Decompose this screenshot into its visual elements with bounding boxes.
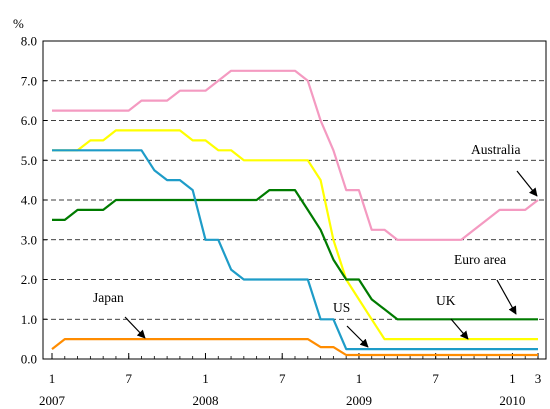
x-tick-label: 7 bbox=[432, 371, 439, 386]
series-lines bbox=[51, 69, 539, 357]
axes bbox=[42, 40, 547, 360]
series-line-us bbox=[52, 149, 538, 351]
y-tick-label: 7.0 bbox=[21, 73, 37, 88]
annotation-us: US bbox=[333, 300, 350, 315]
y-tick-label: 6.0 bbox=[21, 113, 37, 128]
annotation-arrow-uk bbox=[450, 318, 469, 340]
y-tick-label: 4.0 bbox=[21, 193, 37, 208]
year-label: 2008 bbox=[192, 393, 218, 408]
y-tick-label: 3.0 bbox=[21, 232, 37, 247]
x-tick-label: 7 bbox=[125, 371, 132, 386]
x-tick-label: 1 bbox=[356, 371, 363, 386]
annotations: Australia Euro area UK US Japan bbox=[93, 142, 538, 348]
tick-labels: 0.01.02.03.04.05.06.07.08.0%1 7 1 7 1 7 1 32007… bbox=[13, 16, 541, 408]
series-line-japan bbox=[51, 338, 538, 357]
x-tick-label: 7 bbox=[279, 371, 286, 386]
annotation-arrow-australia bbox=[516, 170, 538, 197]
y-unit-label: % bbox=[13, 16, 24, 31]
annotation-arrow-japan bbox=[124, 316, 146, 339]
series-line-australia bbox=[52, 69, 539, 241]
x-tick-label: 3 bbox=[535, 371, 542, 386]
y-tick-label: 0.0 bbox=[21, 352, 37, 367]
annotation-arrow-euro-area bbox=[496, 279, 517, 315]
y-tick-label: 2.0 bbox=[21, 272, 37, 287]
series-line-uk bbox=[52, 189, 538, 321]
year-label: 2007 bbox=[39, 393, 66, 408]
x-tick-label: 1 bbox=[509, 371, 516, 386]
annotation-australia: Australia bbox=[471, 142, 521, 157]
annotation-japan: Japan bbox=[93, 290, 124, 305]
year-label: 2010 bbox=[499, 393, 525, 408]
series-line-euro-area bbox=[52, 129, 538, 341]
annotation-uk: UK bbox=[436, 293, 456, 308]
year-label: 2009 bbox=[346, 393, 372, 408]
y-tick-label: 5.0 bbox=[21, 153, 37, 168]
annotation-arrow-us bbox=[346, 325, 369, 348]
x-tick-label: 1 bbox=[49, 371, 56, 386]
y-tick-label: 1.0 bbox=[21, 312, 37, 327]
y-tick-label: 8.0 bbox=[21, 34, 37, 49]
x-tick-label: 1 bbox=[202, 371, 209, 386]
annotation-euro-area: Euro area bbox=[454, 252, 506, 267]
